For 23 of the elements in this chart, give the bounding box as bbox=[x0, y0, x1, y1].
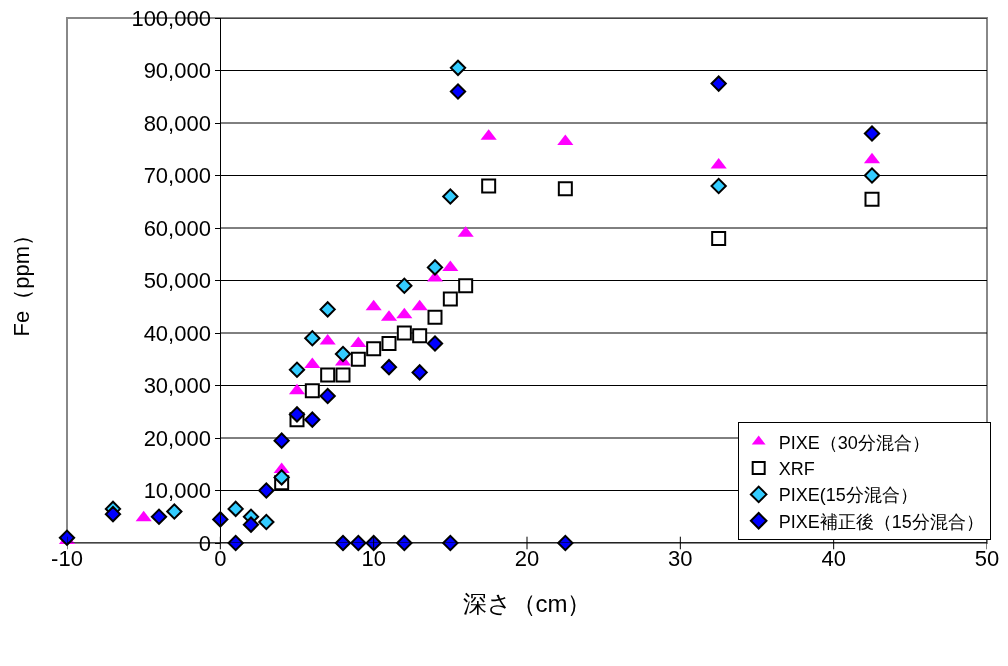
y-tick-label: 20,000 bbox=[143, 425, 211, 451]
y-tick-label: 40,000 bbox=[143, 320, 211, 346]
x-tick-label: 10 bbox=[361, 546, 386, 571]
y-tick-label: 100,000 bbox=[131, 5, 211, 31]
x-tick-label: -10 bbox=[51, 546, 83, 571]
x-axis-title: 深さ（cm） bbox=[462, 590, 592, 618]
y-tick-label: 10,000 bbox=[143, 478, 211, 504]
y-tick-label: 50,000 bbox=[143, 268, 211, 294]
y-axis-title: Fe（ppm） bbox=[8, 224, 34, 337]
x-tick-label: 40 bbox=[821, 546, 846, 571]
x-tick-label: 30 bbox=[668, 546, 693, 571]
legend-label: PIXE補正後（15分混合） bbox=[778, 511, 984, 532]
y-tick-label: 60,000 bbox=[143, 215, 211, 241]
y-tick-label: 70,000 bbox=[143, 163, 211, 189]
y-tick-label: 30,000 bbox=[143, 373, 211, 399]
x-tick-label: 0 bbox=[214, 546, 227, 571]
legend-label: PIXE（30分混合） bbox=[778, 432, 930, 453]
y-tick-label: 90,000 bbox=[143, 58, 211, 84]
legend-label: XRF bbox=[778, 458, 815, 479]
legend-label: PIXE(15分混合） bbox=[778, 485, 918, 506]
x-tick-label: 20 bbox=[514, 546, 540, 571]
y-tick-label: 80,000 bbox=[143, 110, 211, 136]
x-tick-label: 50 bbox=[974, 546, 1000, 571]
